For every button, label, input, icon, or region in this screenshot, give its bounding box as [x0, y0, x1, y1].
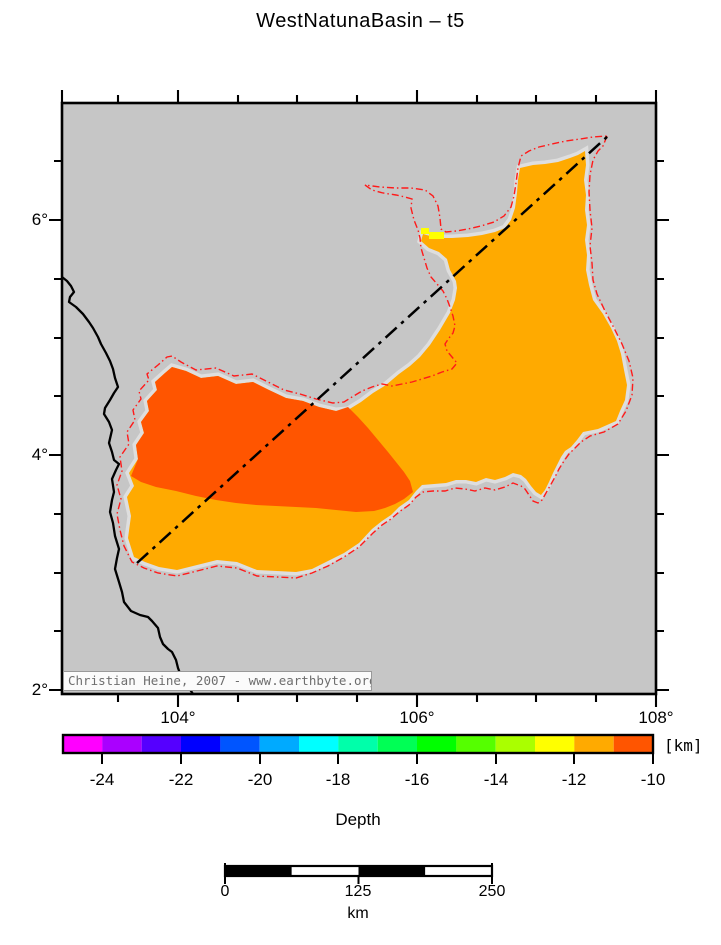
coastline — [61, 276, 194, 695]
scale-bar-ticks — [224, 863, 493, 884]
colorbar-segment — [102, 735, 142, 753]
scale-bar-segment — [225, 866, 292, 876]
lon-tick-label-104: 104° — [160, 708, 196, 727]
lat-tick-label-6: 6° — [31, 210, 48, 229]
scale-bar-unit: km — [347, 905, 369, 922]
colorbar-ticks — [101, 753, 654, 764]
axis-ticks — [49, 90, 669, 707]
colorbar-tick-label: -12 — [561, 770, 587, 789]
transect-line — [136, 135, 609, 564]
scale-bar-segment — [358, 866, 426, 876]
colorbar-tick-label: -22 — [168, 770, 194, 789]
colorbar-segment — [456, 735, 496, 753]
lat-tick-label-4: 4° — [31, 445, 48, 464]
watermark: Christian Heine, 2007 - www.earthbyte.or… — [63, 671, 372, 691]
colorbar-segment — [495, 735, 536, 753]
scale-bar-label-125: 125 — [344, 883, 372, 900]
basin-contour — [116, 135, 634, 579]
lon-tick-label-106: 106° — [399, 708, 435, 727]
lon-tick-label-108: 108° — [638, 708, 674, 727]
scale-bar-label-250: 250 — [478, 883, 506, 900]
colorbar-segment — [63, 735, 103, 753]
colorbar-frame — [61, 733, 655, 755]
colorbar — [61, 733, 655, 764]
scale-bar-label-0: 0 — [220, 883, 230, 900]
lat-tick-label-2: 2° — [31, 680, 48, 699]
colorbar-title: Depth — [335, 810, 381, 829]
colorbar-tick-label: -20 — [247, 770, 273, 789]
colorbar-tick-label: -14 — [483, 770, 509, 789]
basin-spot-2 — [429, 232, 444, 239]
colorbar-unit: [km] — [664, 736, 703, 755]
basin-deep-region — [131, 367, 413, 512]
scale-bar-segment — [291, 866, 359, 876]
colorbar-segment — [338, 735, 378, 753]
map-frame — [60, 101, 658, 696]
colorbar-segment — [299, 735, 339, 753]
colorbar-segment — [259, 735, 300, 753]
colorbar-segment — [535, 735, 575, 753]
colorbar-segment — [141, 735, 182, 753]
colorbar-segment — [220, 735, 260, 753]
colorbar-segment — [181, 735, 221, 753]
colorbar-segment — [417, 735, 457, 753]
scale-bar — [223, 863, 494, 884]
basin-spot-1 — [421, 228, 429, 234]
colorbar-segment — [574, 735, 614, 753]
figure-title: WestNatunaBasin – t5 — [256, 10, 465, 32]
colorbar-tick-label: -10 — [640, 770, 666, 789]
colorbar-tick-label: -16 — [404, 770, 430, 789]
colorbar-tick-label: -24 — [89, 770, 115, 789]
colorbar-segment — [377, 735, 418, 753]
scale-bar-segment — [425, 866, 492, 876]
colorbar-tick-label: -18 — [325, 770, 351, 789]
colorbar-segment — [613, 735, 654, 753]
